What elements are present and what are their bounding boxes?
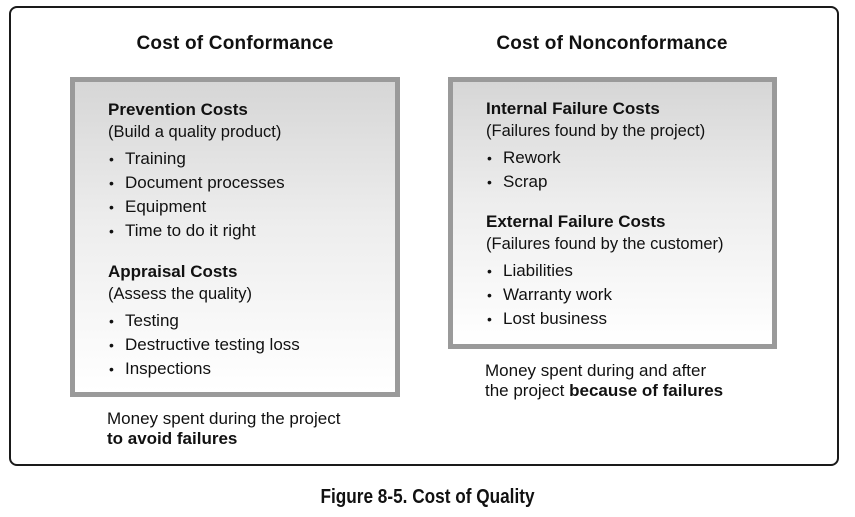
caption-line: Money spent during and after xyxy=(485,361,707,380)
item-label: Equipment xyxy=(125,197,207,216)
item-label: Scrap xyxy=(503,172,548,191)
caption-line: Money spent during the project xyxy=(107,409,341,428)
item-label: Warranty work xyxy=(503,285,612,304)
item-label: Inspections xyxy=(125,359,211,378)
item-label: Liabilities xyxy=(503,261,573,280)
item-label: Lost business xyxy=(503,309,607,328)
list-item: • Destructive testing loss xyxy=(108,333,300,357)
caption-line-prefix: the project xyxy=(485,381,570,400)
bullet-icon: • xyxy=(109,151,114,167)
item-label: Time to do it right xyxy=(125,221,256,240)
conformance-caption: Money spent during the project to avoid … xyxy=(107,409,340,449)
section-subheading: (Failures found by the customer) xyxy=(486,235,724,253)
bullet-icon: • xyxy=(487,150,492,166)
section-subheading: (Failures found by the project) xyxy=(486,122,706,140)
internal-failure-costs-section: Internal Failure Costs (Failures found b… xyxy=(486,98,705,194)
list-item: • Training xyxy=(108,147,285,171)
item-list: • Training • Document processes • Equipment… xyxy=(108,147,285,243)
bullet-icon: • xyxy=(487,287,492,303)
section-subheading: (Build a quality product) xyxy=(108,123,282,141)
caption-emphasis: because of failures xyxy=(569,381,724,400)
item-label: Document processes xyxy=(125,173,285,192)
bullet-icon: • xyxy=(109,223,114,239)
bullet-icon: • xyxy=(487,263,492,279)
nonconformance-caption: Money spent during and after the project… xyxy=(485,361,723,401)
list-item: • Document processes xyxy=(108,171,285,195)
item-label: Testing xyxy=(125,311,179,330)
list-item: • Testing xyxy=(108,309,300,333)
list-item: • Time to do it right xyxy=(108,219,285,243)
nonconformance-box: Internal Failure Costs (Failures found b… xyxy=(448,77,777,349)
bullet-icon: • xyxy=(109,337,114,353)
list-item: • Liabilities xyxy=(486,259,724,283)
figure-caption: Figure 8-5. Cost of Quality xyxy=(320,486,535,508)
bullet-icon: • xyxy=(109,361,114,377)
section-heading: Internal Failure Costs xyxy=(486,99,660,118)
item-list: • Liabilities • Warranty work • Lost busine… xyxy=(486,259,724,331)
bullet-icon: • xyxy=(109,175,114,191)
item-list: • Testing • Destructive testing loss • Insp… xyxy=(108,309,300,381)
conformance-title: Cost of Conformance xyxy=(136,33,334,54)
item-list: • Rework • Scrap xyxy=(486,146,705,194)
section-subheading: (Assess the quality) xyxy=(108,285,252,303)
section-heading: Prevention Costs xyxy=(108,100,248,119)
caption-emphasis: to avoid failures xyxy=(107,429,238,448)
appraisal-costs-section: Appraisal Costs (Assess the quality) • Te… xyxy=(108,261,300,381)
list-item: • Inspections xyxy=(108,357,300,381)
section-heading: External Failure Costs xyxy=(486,212,666,231)
bullet-icon: • xyxy=(487,311,492,327)
external-failure-costs-section: External Failure Costs (Failures found b… xyxy=(486,211,724,331)
prevention-costs-section: Prevention Costs (Build a quality produc… xyxy=(108,99,285,243)
conformance-box: Prevention Costs (Build a quality produc… xyxy=(70,77,400,397)
item-label: Destructive testing loss xyxy=(125,335,300,354)
bullet-icon: • xyxy=(109,313,114,329)
list-item: • Equipment xyxy=(108,195,285,219)
bullet-icon: • xyxy=(487,174,492,190)
item-label: Rework xyxy=(503,148,561,167)
bullet-icon: • xyxy=(109,199,114,215)
nonconformance-title: Cost of Nonconformance xyxy=(496,33,728,54)
list-item: • Warranty work xyxy=(486,283,724,307)
section-heading: Appraisal Costs xyxy=(108,262,238,281)
list-item: • Lost business xyxy=(486,307,724,331)
list-item: • Scrap xyxy=(486,170,705,194)
item-label: Training xyxy=(125,149,186,168)
list-item: • Rework xyxy=(486,146,705,170)
